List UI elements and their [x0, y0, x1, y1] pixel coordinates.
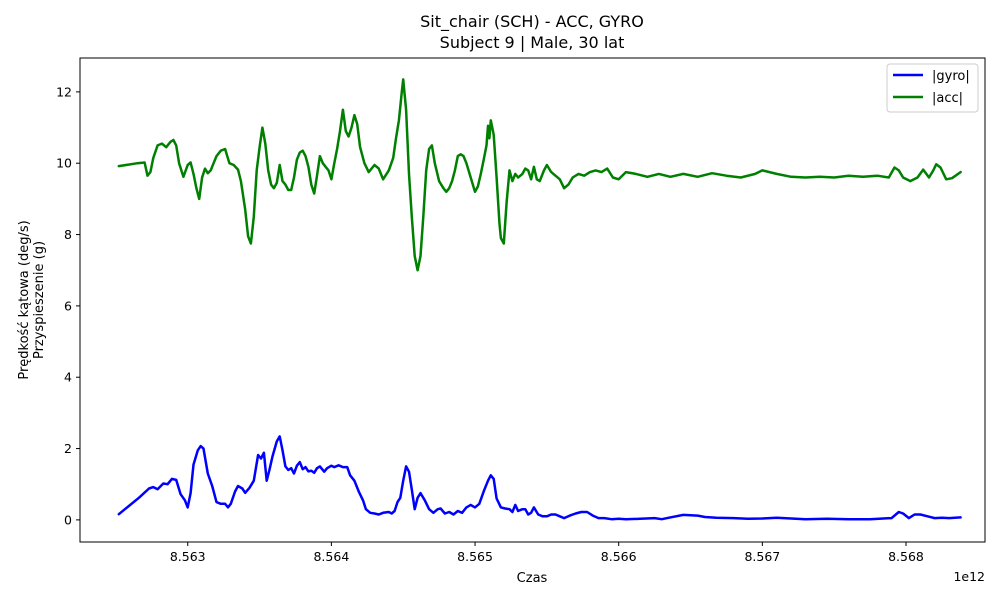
x-tick-label: 8.568	[888, 549, 924, 564]
x-tick-label: 8.563	[170, 549, 206, 564]
x-axis-offset-label: 1e12	[953, 569, 985, 584]
x-tick-label: 8.567	[744, 549, 780, 564]
y-tick-label: 10	[56, 156, 72, 171]
plot-area	[79, 57, 986, 543]
y-tick-label: 4	[64, 370, 72, 385]
series-layer	[117, 78, 962, 521]
x-tick-label: 8.564	[313, 549, 349, 564]
y-tick-label: 6	[64, 298, 72, 313]
x-axis: 8.563 8.564 8.565 8.566 8.567 8.568	[170, 542, 924, 564]
legend-label-gyro: |gyro|	[932, 69, 970, 84]
y-tick-label: 8	[64, 227, 72, 242]
y-axis: 0 2 4 6 8 10 12	[56, 84, 80, 527]
series-line-acc	[117, 78, 962, 272]
x-tick-label: 8.565	[457, 549, 493, 564]
chart-subtitle: Subject 9 | Male, 30 lat	[440, 33, 625, 52]
y-axis-label-line2: Przyspieszenie (g)	[32, 241, 47, 359]
x-tick-label: 8.566	[601, 549, 637, 564]
x-axis-label: Czas	[517, 571, 548, 586]
chart-title: Sit_chair (SCH) - ACC, GYRO	[420, 12, 644, 32]
y-tick-label: 12	[56, 84, 72, 99]
series-line-gyro	[117, 435, 962, 521]
y-tick-label: 2	[64, 441, 72, 456]
y-tick-label: 0	[64, 512, 72, 527]
legend-label-acc: |acc|	[932, 91, 963, 106]
legend: |gyro| |acc|	[886, 63, 979, 113]
y-axis-label: Prędkość kątowa (deg/s) Przyspieszenie (…	[17, 220, 47, 379]
y-axis-label-line1: Prędkość kątowa (deg/s)	[17, 220, 32, 379]
